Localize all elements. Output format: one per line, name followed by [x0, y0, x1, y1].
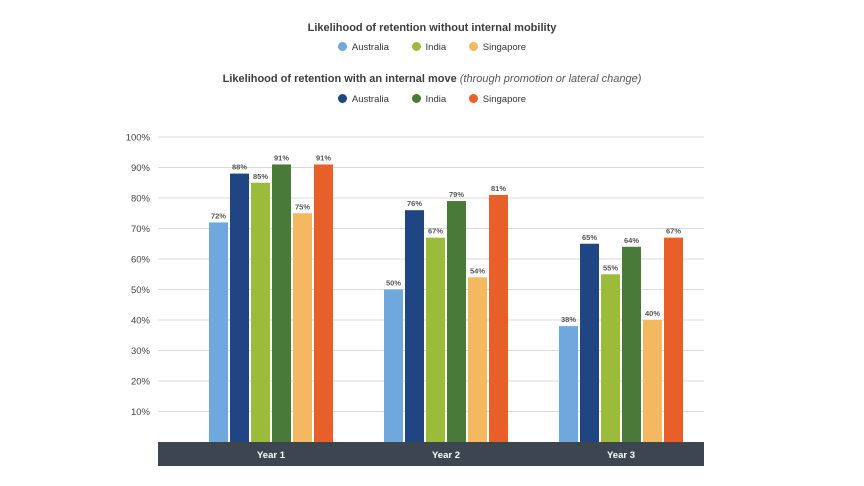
- legend-label: Australia: [351, 42, 389, 53]
- legend-item-australia-with: Australia: [337, 94, 389, 105]
- bar-data-label: 64%: [624, 236, 639, 245]
- legend-item-india-without: India: [411, 42, 447, 53]
- bar-data-label: 40%: [645, 309, 660, 318]
- y-tick-label: 50%: [131, 285, 151, 296]
- bar: [405, 210, 424, 442]
- bar: [314, 164, 333, 442]
- bar: [272, 164, 291, 442]
- legend-item-singapore-with: Singapore: [468, 94, 527, 105]
- bar: [447, 201, 466, 442]
- bar: [643, 320, 662, 442]
- legend-dot-icon: [411, 42, 421, 51]
- bar: [384, 289, 403, 442]
- y-tick-label: 20%: [131, 377, 151, 388]
- bar: [230, 173, 249, 442]
- bar: [426, 237, 445, 442]
- y-tick-label: 40%: [131, 316, 151, 327]
- bar-data-label: 85%: [253, 172, 268, 181]
- y-tick-label: 80%: [131, 194, 151, 205]
- bar: [559, 326, 578, 442]
- y-tick-label: 100%: [126, 133, 151, 144]
- legend-label: Singapore: [482, 42, 527, 53]
- bar: [468, 277, 487, 442]
- legend-dot-icon: [468, 42, 478, 51]
- bar: [601, 274, 620, 442]
- legend-title-note: (through promotion or lateral change): [459, 73, 642, 85]
- bar-data-label: 72%: [211, 211, 226, 220]
- legend-label: Singapore: [482, 94, 527, 105]
- bar: [664, 237, 683, 442]
- bar: [293, 213, 312, 442]
- bar: [622, 246, 641, 442]
- legend-label: India: [425, 42, 447, 53]
- y-tick-label: 70%: [131, 224, 151, 235]
- bar-data-label: 75%: [295, 202, 310, 211]
- legend-title-without-mobility: Likelihood of retention without internal…: [0, 22, 864, 34]
- bar-data-label: 81%: [491, 184, 506, 193]
- category-axis-band: [158, 442, 704, 466]
- bar-data-label: 91%: [316, 153, 331, 162]
- y-tick-label: 30%: [131, 346, 151, 357]
- bar-data-label: 50%: [386, 279, 401, 288]
- legend-dot-icon: [337, 94, 347, 103]
- bar-data-label: 91%: [274, 153, 289, 162]
- bar-data-label: 67%: [428, 227, 443, 236]
- legend-label: Australia: [351, 94, 389, 105]
- legend-row-with-move: Australia India Singapore: [0, 94, 864, 105]
- bar-data-label: 38%: [561, 315, 576, 324]
- legend-dot-icon: [337, 42, 347, 51]
- y-tick-label: 60%: [131, 255, 151, 266]
- bar: [251, 182, 270, 442]
- y-tick-label: 10%: [131, 407, 151, 418]
- legend-title-with-move: Likelihood of retention with an internal…: [0, 73, 864, 85]
- legend-item-singapore-without: Singapore: [468, 42, 527, 53]
- bar-data-label: 76%: [407, 199, 422, 208]
- legend-dot-icon: [468, 94, 478, 103]
- bar-data-label: 54%: [470, 266, 485, 275]
- bar-data-label: 65%: [582, 233, 597, 242]
- y-tick-label: 90%: [131, 163, 151, 174]
- legend-dot-icon: [411, 94, 421, 103]
- bar-data-label: 79%: [449, 190, 464, 199]
- category-label: Year 2: [432, 450, 460, 461]
- bar: [209, 222, 228, 442]
- legend-title-text: Likelihood of retention without internal…: [307, 22, 557, 34]
- legend-title-text: Likelihood of retention with an internal…: [222, 73, 457, 85]
- bar: [489, 194, 508, 442]
- legend-item-australia-without: Australia: [337, 42, 389, 53]
- legend-item-india-with: India: [411, 94, 447, 105]
- category-label: Year 3: [607, 450, 635, 461]
- bar: [580, 243, 599, 442]
- category-label: Year 1: [257, 450, 286, 461]
- bar-data-label: 55%: [603, 263, 618, 272]
- legend-label: India: [425, 94, 447, 105]
- bar-data-label: 88%: [232, 163, 247, 172]
- bar-data-label: 67%: [666, 227, 681, 236]
- legend-row-without-mobility: Australia India Singapore: [0, 42, 864, 53]
